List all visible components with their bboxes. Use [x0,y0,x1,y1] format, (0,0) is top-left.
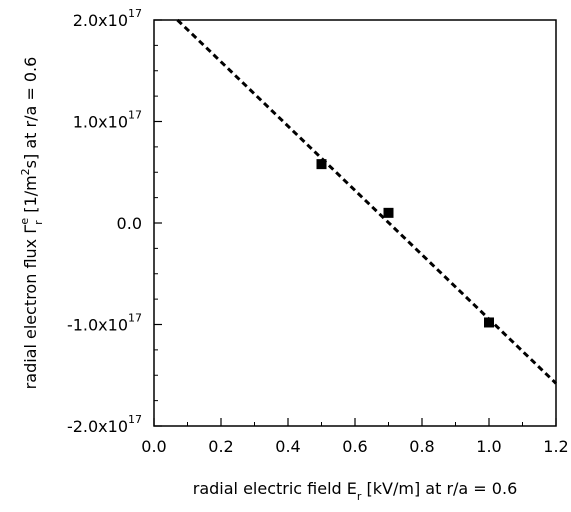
x-tick-label: 1.2 [543,437,568,456]
x-axis: 0.0 0.2 0.4 0.6 0.8 1.0 1.2 [141,418,569,456]
y-tick-label: -1.0x1017 [67,312,142,335]
data-point [484,317,494,328]
x-tick-label: 1.0 [476,437,501,456]
x-tick-label: 0.0 [141,437,166,456]
y-axis: 2.0x1017 1.0x1017 0.0 -1.0x1017 -2.0x1017 [67,7,162,436]
series-layer [176,18,558,385]
x-tick-label: 0.8 [409,437,434,456]
x-tick-label: 0.6 [342,437,367,456]
y-tick-label: -2.0x1017 [67,413,142,436]
y-tick-label: 2.0x1017 [73,7,142,30]
y-tick-label: 1.0x1017 [73,109,142,132]
x-axis-label: radial electric field Er [kV/m] at r/a =… [193,479,518,503]
y-tick-label: 0.0 [117,214,142,233]
x-tick-label: 0.4 [275,437,300,456]
plot-area [153,19,557,427]
data-point [383,207,394,218]
x-tick-label: 0.2 [208,437,233,456]
y-axis-label: radial electron flux Γre [1/m2s] at r/a … [18,57,45,390]
fit-line [176,18,558,385]
data-point [316,159,327,170]
